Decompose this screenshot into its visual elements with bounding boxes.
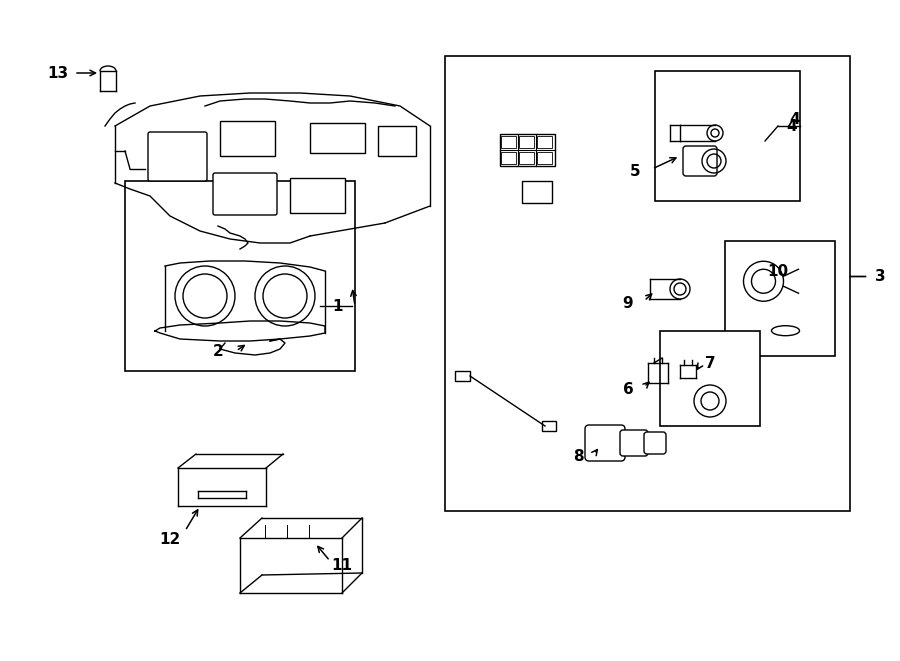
Text: 13: 13 bbox=[48, 65, 68, 81]
Text: 11: 11 bbox=[331, 559, 353, 574]
Text: 4: 4 bbox=[787, 118, 797, 134]
Bar bbox=[542, 421, 556, 431]
Bar bbox=[725, 241, 835, 356]
Text: 5: 5 bbox=[630, 163, 640, 178]
Bar bbox=[519, 136, 534, 148]
FancyBboxPatch shape bbox=[585, 425, 625, 461]
Text: 3: 3 bbox=[875, 268, 886, 284]
Text: 4: 4 bbox=[789, 112, 800, 126]
Bar bbox=[660, 331, 760, 426]
Text: 2: 2 bbox=[212, 344, 223, 358]
Bar bbox=[290, 178, 345, 213]
Bar bbox=[445, 56, 850, 511]
FancyBboxPatch shape bbox=[644, 432, 666, 454]
Bar bbox=[519, 152, 534, 164]
Bar bbox=[455, 371, 470, 381]
Text: 7: 7 bbox=[705, 356, 716, 371]
Bar bbox=[500, 134, 555, 166]
Bar bbox=[655, 71, 800, 201]
Text: 8: 8 bbox=[572, 449, 583, 463]
Bar bbox=[220, 121, 275, 156]
Text: 9: 9 bbox=[623, 295, 634, 311]
FancyBboxPatch shape bbox=[148, 132, 207, 181]
Bar bbox=[125, 181, 355, 371]
Bar bbox=[310, 123, 365, 153]
FancyBboxPatch shape bbox=[683, 146, 717, 176]
Text: 12: 12 bbox=[159, 531, 181, 547]
Text: 1: 1 bbox=[333, 299, 343, 313]
Text: 6: 6 bbox=[623, 381, 634, 397]
FancyBboxPatch shape bbox=[213, 173, 277, 215]
Bar bbox=[522, 181, 552, 203]
FancyBboxPatch shape bbox=[620, 430, 648, 456]
Bar bbox=[537, 152, 552, 164]
Text: 10: 10 bbox=[768, 264, 788, 278]
Bar bbox=[501, 136, 516, 148]
Bar bbox=[537, 136, 552, 148]
Bar bbox=[501, 152, 516, 164]
Bar bbox=[378, 126, 416, 156]
